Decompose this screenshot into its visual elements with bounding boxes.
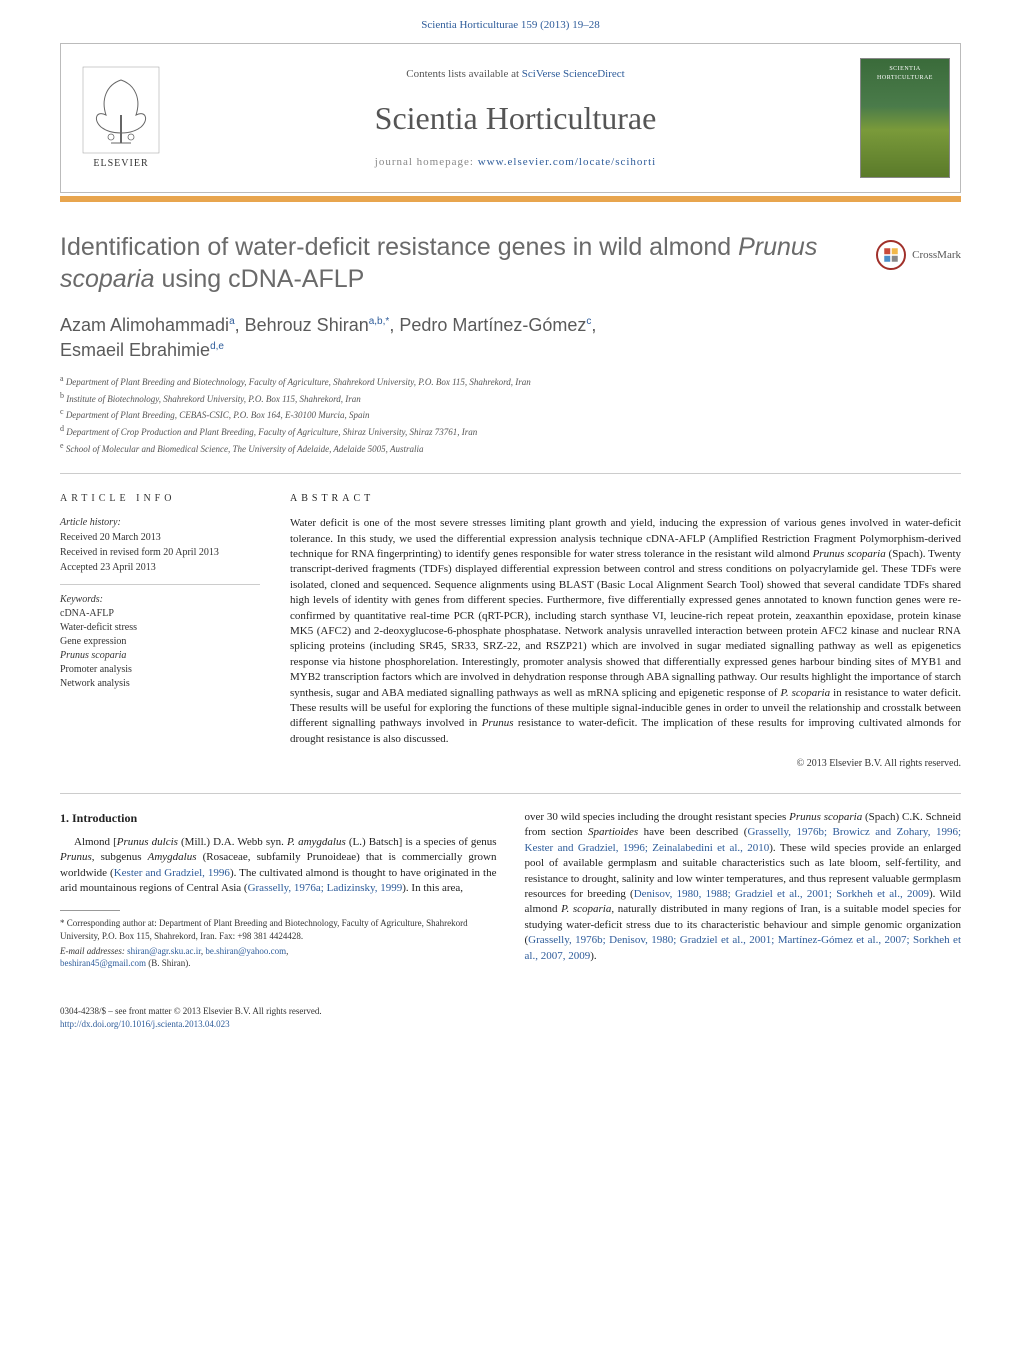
keywords-block: Keywords: cDNA-AFLP Water-deficit stress…: [60, 593, 260, 691]
journal-header-center: Contents lists available at SciVerse Sci…: [181, 57, 850, 181]
corresponding-author-note: * Corresponding author at: Department of…: [60, 917, 497, 942]
intro-paragraph-2: over 30 wild species including the droug…: [525, 810, 962, 964]
page-footer: 0304-4238/$ – see front matter © 2013 El…: [0, 991, 1021, 1052]
elsevier-logo: ELSEVIER: [61, 44, 181, 192]
author-list: Azam Alimohammadia, Behrouz Shirana,b,*,…: [60, 313, 961, 363]
elsevier-tree-icon: [81, 65, 161, 155]
divider: [60, 793, 961, 794]
abstract-head: ABSTRACT: [290, 492, 961, 506]
email-link[interactable]: shiran@agr.sku.ac.ir: [127, 946, 201, 956]
footnotes: * Corresponding author at: Department of…: [60, 917, 497, 969]
citation-link[interactable]: Grasselly, 1976a; Ladizinsky, 1999: [248, 882, 403, 894]
citation-link[interactable]: Denisov, 1980, 1988; Gradziel et al., 20…: [634, 888, 929, 900]
email-line: E-mail addresses: shiran@agr.sku.ac.ir, …: [60, 945, 497, 970]
article-title: Identification of water-deficit resistan…: [60, 232, 840, 295]
author-3: Pedro Martínez-Gómez: [399, 315, 586, 335]
doi-link[interactable]: http://dx.doi.org/10.1016/j.scienta.2013…: [60, 1019, 230, 1029]
author-4: Esmaeil Ebrahimie: [60, 340, 210, 360]
journal-name: Scientia Horticulturae: [191, 96, 840, 141]
abstract-body: Water deficit is one of the most severe …: [290, 516, 961, 747]
running-head: Scientia Horticulturae 159 (2013) 19–28: [0, 0, 1021, 43]
crossmark-label: CrossMark: [912, 248, 961, 263]
article-info-head: ARTICLE INFO: [60, 492, 260, 506]
author-1: Azam Alimohammadi: [60, 315, 229, 335]
section-1-head: 1. Introduction: [60, 810, 497, 827]
footnote-separator: [60, 910, 120, 911]
crossmark-icon: [876, 240, 906, 270]
email-link[interactable]: beshiran45@gmail.com: [60, 958, 146, 968]
article-info-sidebar: ARTICLE INFO Article history: Received 2…: [60, 492, 260, 771]
journal-header-box: ELSEVIER Contents lists available at Sci…: [60, 43, 961, 193]
contents-available-line: Contents lists available at SciVerse Sci…: [191, 67, 840, 82]
journal-homepage-link[interactable]: www.elsevier.com/locate/scihorti: [478, 156, 657, 168]
author-2: Behrouz Shiran: [245, 315, 369, 335]
journal-homepage-line: journal homepage: www.elsevier.com/locat…: [191, 155, 840, 170]
citation-link[interactable]: Kester and Gradziel, 1996: [114, 867, 230, 879]
divider: [60, 473, 961, 474]
journal-cover-thumbnail: [850, 44, 960, 192]
abstract: ABSTRACT Water deficit is one of the mos…: [290, 492, 961, 771]
abstract-copyright: © 2013 Elsevier B.V. All rights reserved…: [290, 757, 961, 771]
affiliations: a Department of Plant Breeding and Biote…: [60, 373, 961, 455]
intro-paragraph-1: Almond [Prunus dulcis (Mill.) D.A. Webb …: [60, 835, 497, 897]
body-two-column: 1. Introduction Almond [Prunus dulcis (M…: [60, 810, 961, 971]
article-history-block: Article history: Received 20 March 2013 …: [60, 516, 260, 585]
email-link[interactable]: be.shiran@yahoo.com: [205, 946, 286, 956]
elsevier-label: ELSEVIER: [93, 157, 148, 171]
crossmark-badge[interactable]: CrossMark: [876, 240, 961, 270]
issn-line: 0304-4238/$ – see front matter © 2013 El…: [60, 1005, 961, 1018]
running-head-text: Scientia Horticulturae 159 (2013) 19–28: [421, 19, 599, 31]
sciencedirect-link[interactable]: SciVerse ScienceDirect: [522, 68, 625, 80]
